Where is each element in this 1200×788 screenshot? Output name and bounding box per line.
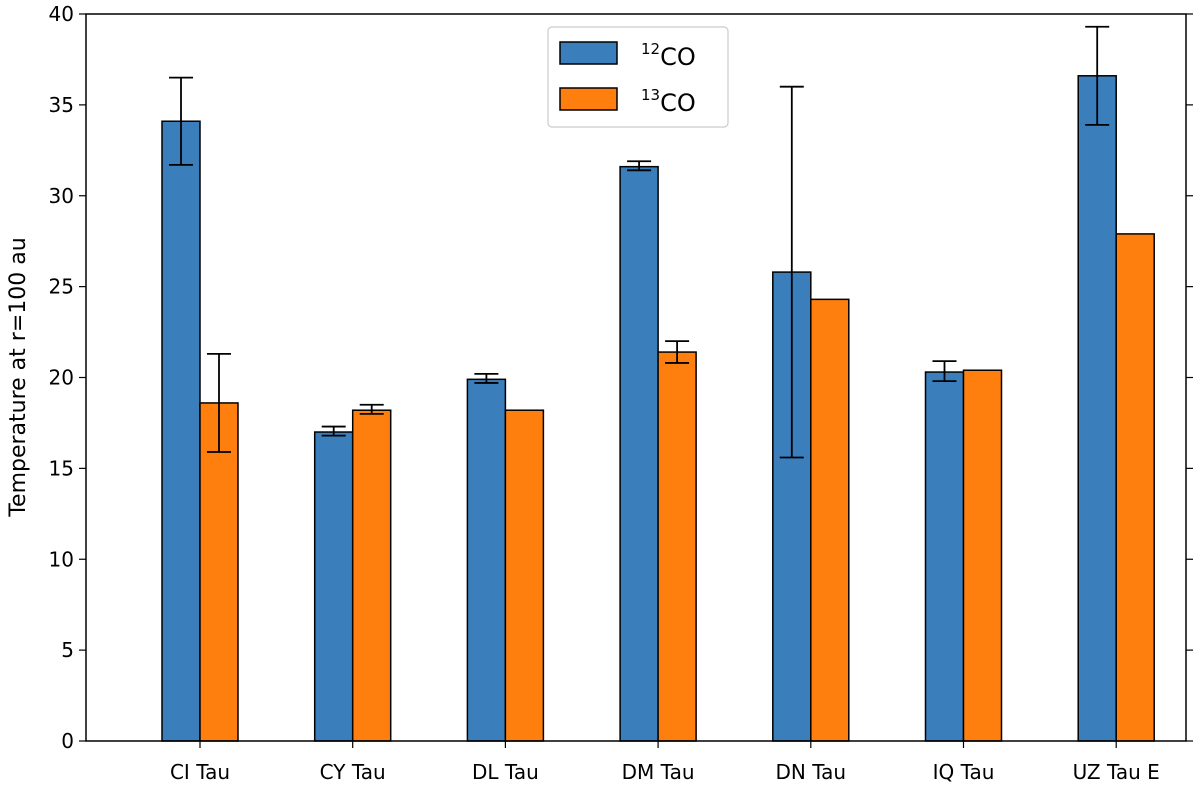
y-tick-label: 10: [49, 547, 74, 571]
y-tick-label: 5: [61, 638, 74, 662]
y-axis: 0 5 10 15 20 25 30 35 40: [49, 2, 1193, 753]
y-tick-label: 35: [49, 93, 74, 117]
legend-label: 13CO: [641, 86, 696, 117]
legend-swatch: [559, 87, 618, 111]
x-tick-label: DL Tau: [472, 760, 539, 784]
bar-12co: [466, 378, 507, 742]
y-tick-label: 40: [49, 2, 74, 26]
x-tick-label: DM Tau: [622, 760, 695, 784]
bar-12co: [619, 165, 659, 742]
x-tick-label: UZ Tau E: [1073, 760, 1160, 784]
legend-label: 12CO: [641, 40, 696, 71]
bar-12co: [161, 120, 201, 742]
bar-12co: [924, 371, 965, 742]
y-tick-label: 25: [49, 275, 74, 299]
error-bars-layer: [169, 25, 1110, 459]
legend: 12CO 13CO: [547, 26, 729, 128]
bar-13co: [199, 402, 239, 742]
y-axis-label: Temperature at r=100 au: [6, 237, 31, 517]
y-tick-label: 30: [49, 184, 74, 208]
x-tick-label: IQ Tau: [933, 760, 995, 784]
x-tick-label: DN Tau: [776, 760, 847, 784]
bar-13co: [504, 409, 545, 742]
x-tick-label: CY Tau: [320, 760, 386, 784]
y-tick-label: 0: [61, 729, 74, 753]
bar-13co: [962, 369, 1003, 742]
bar-13co: [657, 351, 697, 742]
legend-swatch: [559, 41, 618, 65]
x-tick-label: CI Tau: [170, 760, 230, 784]
y-tick-label: 20: [49, 366, 74, 390]
bar-12co: [1077, 75, 1117, 742]
bars-layer: [161, 75, 1155, 742]
bar-12co: [313, 431, 354, 742]
x-axis: CI Tau CY Tau DL Tau DM Tau DN Tau IQ Tau UZ T…: [170, 741, 1160, 784]
bar-13co: [351, 409, 392, 742]
bar-13co: [1115, 233, 1155, 742]
bar-13co: [810, 298, 850, 742]
y-tick-label: 15: [49, 456, 74, 480]
